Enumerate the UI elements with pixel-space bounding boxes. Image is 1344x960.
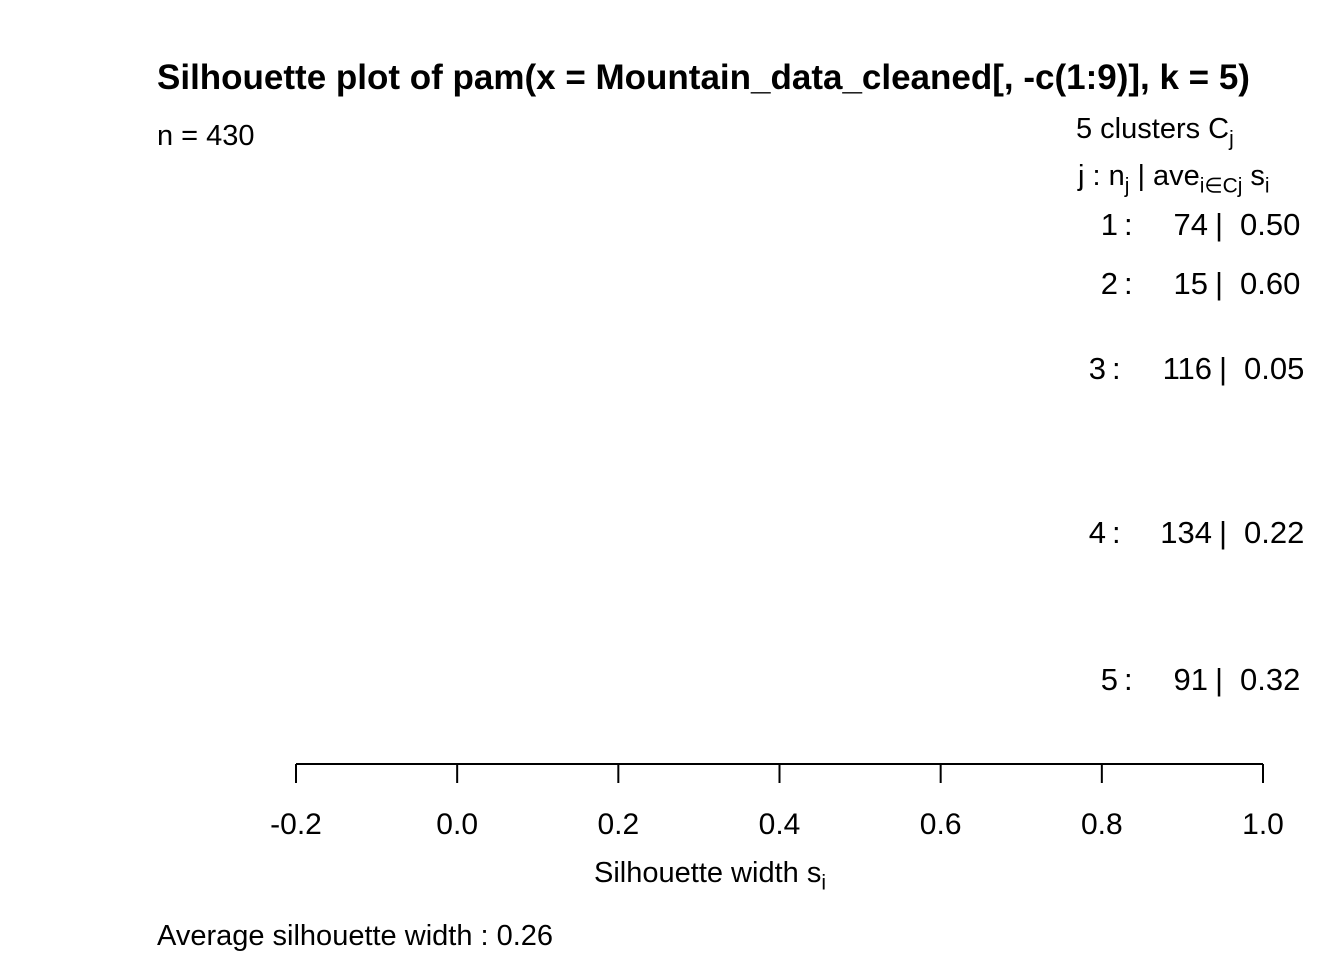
x-tick-label: 1.0 <box>1242 808 1284 841</box>
legend-col-s-sub: i <box>1264 174 1270 198</box>
legend-col-j: j : n <box>1078 160 1125 192</box>
x-tick-label: 0.8 <box>1081 808 1123 841</box>
cluster-size: 116 <box>1162 351 1212 386</box>
cluster-separator: | <box>1215 662 1224 697</box>
legend-header-sub: j <box>1229 127 1234 151</box>
cluster-index: 3 <box>1088 351 1106 386</box>
cluster-size: 74 <box>1173 207 1208 242</box>
cluster-index: 5 <box>1100 662 1118 697</box>
legend-column-header: j : nj | avei∈Cj si <box>1078 160 1270 196</box>
x-axis-label-text: Silhouette width s <box>594 857 822 889</box>
legend-col-j-sub: j <box>1124 174 1130 198</box>
cluster-colon: : <box>1124 662 1133 697</box>
cluster-separator: | <box>1219 515 1228 550</box>
legend-col-ave-sub: i∈Cj <box>1199 174 1243 198</box>
x-tick-label: 0.2 <box>597 808 639 841</box>
x-tick-label: -0.2 <box>270 808 322 841</box>
average-silhouette-width: Average silhouette width : 0.26 <box>157 920 554 952</box>
cluster-colon: : <box>1124 266 1133 301</box>
x-axis: -0.2 0.0 0.2 0.4 0.6 0.8 1.0 <box>270 763 1284 841</box>
cluster-size: 134 <box>1160 515 1212 550</box>
cluster-average-width: 0.50 <box>1240 207 1301 242</box>
x-tick-label: 0.0 <box>436 808 478 841</box>
cluster-size: 91 <box>1173 662 1208 697</box>
sample-size-label: n = 430 <box>157 120 255 152</box>
legend-col-s: s <box>1242 160 1265 192</box>
x-tick-label: 0.4 <box>759 808 801 841</box>
cluster-index: 4 <box>1088 515 1106 550</box>
cluster-colon: : <box>1112 515 1121 550</box>
x-axis-label-sub: i <box>821 871 826 895</box>
x-tick-label: 0.6 <box>920 808 962 841</box>
legend-header: 5 clusters Cj <box>1076 113 1234 149</box>
cluster-colon: : <box>1112 351 1121 386</box>
cluster-size: 15 <box>1173 266 1208 301</box>
cluster-average-width: 0.60 <box>1240 266 1301 301</box>
chart-title: Silhouette plot of pam(x = Mountain_data… <box>157 58 1250 97</box>
cluster-index: 2 <box>1100 266 1118 301</box>
cluster-colon: : <box>1124 207 1133 242</box>
cluster-separator: | <box>1215 207 1224 242</box>
cluster-index: 1 <box>1100 207 1118 242</box>
cluster-separator: | <box>1215 266 1224 301</box>
legend-header-text: 5 clusters C <box>1076 113 1230 145</box>
cluster-separator: | <box>1219 351 1228 386</box>
x-axis-label: Silhouette width si <box>0 857 1344 893</box>
cluster-average-width: 0.32 <box>1240 662 1301 697</box>
cluster-average-width: 0.22 <box>1244 515 1305 550</box>
legend-col-ave: | ave <box>1129 160 1200 192</box>
cluster-average-width: 0.05 <box>1244 351 1305 386</box>
